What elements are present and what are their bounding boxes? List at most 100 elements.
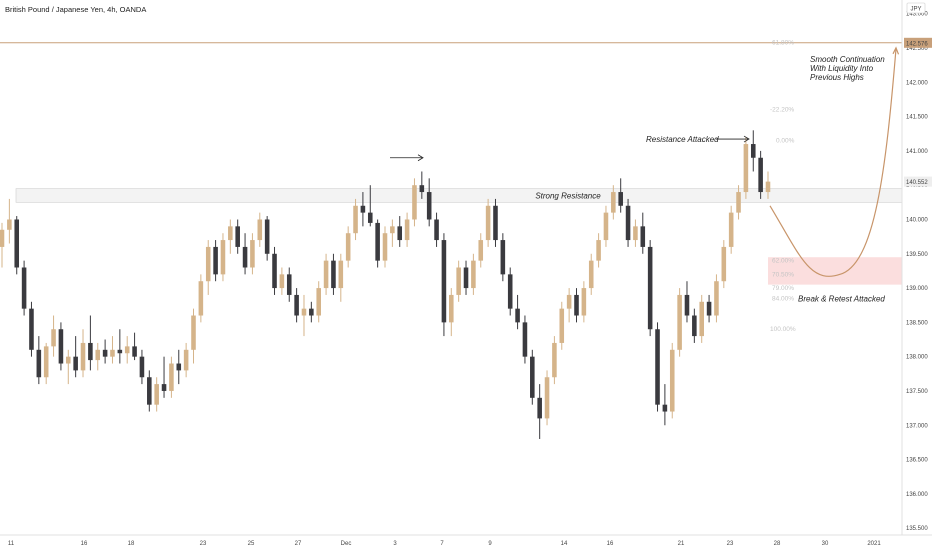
candle-body [397,226,403,241]
candle-body [154,384,159,405]
candle [205,240,211,295]
candle-body [183,349,189,371]
resistance-attacked-label: Resistance Attacked [646,135,719,144]
candle [0,222,5,268]
candle-body [102,349,108,357]
candle-body [95,349,101,361]
candle-body [198,281,204,316]
candle-body [574,294,579,316]
candle [633,219,638,247]
candle-body [758,157,763,193]
candle-body [625,205,631,241]
time-tick-label: 18 [128,541,135,547]
candle [257,212,263,247]
candle [434,212,439,247]
candle [360,192,366,227]
candle-body [382,233,388,261]
time-tick-label: 3 [393,541,397,547]
fib-label: 100.00% [770,326,796,333]
candle-body [559,308,565,343]
candle-body [493,205,498,241]
candle [264,216,270,261]
candle [662,384,668,426]
candle-body [662,404,668,412]
candle-body [36,349,42,378]
candle [419,171,425,199]
candle-body [765,181,771,193]
candle-body [633,226,638,241]
candle [353,198,358,241]
candle [721,240,727,289]
candle [338,253,344,302]
candle-body [375,222,380,261]
candle [574,288,579,323]
price-tick-label: 140.000 [906,217,928,223]
candle [58,322,64,371]
candle [743,137,749,199]
candle-body [117,349,123,354]
resistance-arrow-head [743,135,750,143]
candle [736,185,741,220]
candle-body [250,240,255,268]
candle-body [552,342,557,378]
candle-body [58,329,64,364]
candle-body [220,240,226,275]
candle [213,240,218,282]
candle-body [434,219,439,241]
candle-body [360,205,366,213]
candle-body [43,346,49,378]
candle-body [80,342,86,371]
candle-body [522,322,528,357]
candle [235,219,240,254]
candle-body [596,240,601,261]
candle-body [750,144,756,158]
candle [390,219,395,247]
candle [102,339,108,364]
candle [618,178,623,213]
candle [552,336,557,385]
candle [29,301,34,357]
candle-body [272,253,277,289]
candle [404,212,410,247]
current-price-text: 140.552 [906,180,928,186]
candle [397,216,403,247]
candle [507,267,513,316]
candle-body [390,226,395,234]
candle-body [21,267,27,309]
fib-label: 84.00% [772,295,794,302]
candle [441,233,447,337]
candle [750,130,756,172]
fib-label: 0.00% [776,138,795,145]
candle [7,198,12,244]
candle [124,336,130,364]
fib-label: -22.20% [770,107,794,114]
candle [588,253,594,295]
price-tick-label: 143.000 [906,12,928,18]
candle [699,294,704,343]
fib-label: 61.80% [772,40,794,47]
time-tick-label: Dec [341,541,352,547]
candle-body [426,192,432,220]
candle [581,281,587,323]
candle-body [66,356,71,364]
candle [426,178,432,227]
candle [456,260,461,302]
candle [154,377,159,412]
time-tick-label: 30 [822,541,829,547]
strong-resistance-label: Strong Resistance [535,191,601,200]
candle-body [161,384,167,391]
zones-layer [0,42,903,285]
price-tick-label: 138.500 [906,320,928,326]
time-tick-label: 28 [774,541,781,547]
candle-body [692,315,697,337]
candle [375,219,380,268]
retest-zone [768,257,902,285]
candle [493,198,498,247]
fib-label: 62.00% [772,258,794,265]
candle [544,370,550,426]
candle [279,267,285,295]
candle [655,322,660,412]
smooth-continuation-line1: Smooth Continuation [810,55,885,64]
candle [323,253,329,295]
